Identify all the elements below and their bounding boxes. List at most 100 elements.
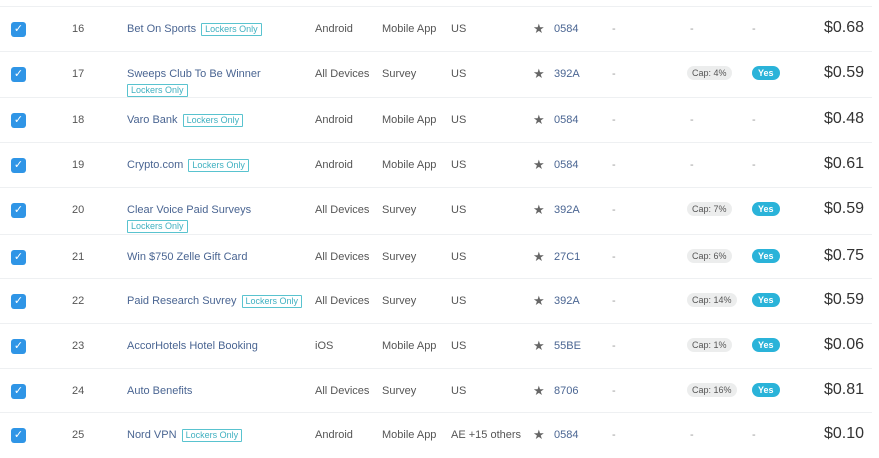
offer-name-link[interactable]: Nord VPN <box>127 429 177 441</box>
row-checkbox[interactable]: ✓ <box>11 339 26 354</box>
empty-cell: - <box>612 385 616 397</box>
lockers-only-badge: Lockers Only <box>182 114 244 127</box>
yes-badge: Yes <box>752 338 780 352</box>
row-checkbox[interactable]: ✓ <box>11 67 26 82</box>
cap-badge: Cap: 1% <box>687 338 732 352</box>
cap-cell: Cap: 6% <box>687 249 732 263</box>
device: Android <box>315 429 353 441</box>
row-checkbox[interactable]: ✓ <box>11 203 26 218</box>
device: All Devices <box>315 68 370 80</box>
price: $0.48 <box>823 110 864 127</box>
cap-badge: Cap: 6% <box>687 249 732 263</box>
table-row: ✓ 16 Bet On Sports Lockers Only Android Mobi… <box>0 6 872 52</box>
empty-cell: - <box>612 251 616 263</box>
cap-badge: Cap: 16% <box>687 383 737 397</box>
offer-type: Survey <box>382 68 417 80</box>
price: $0.75 <box>823 247 864 264</box>
yes-badge: Yes <box>752 66 780 80</box>
price: $0.81 <box>823 381 864 398</box>
device: Android <box>315 23 353 35</box>
row-checkbox[interactable]: ✓ <box>11 250 26 265</box>
empty-cell: - <box>690 159 694 171</box>
lockers-only-badge: Lockers Only <box>127 220 188 233</box>
row-checkbox[interactable]: ✓ <box>11 428 26 443</box>
lockers-only-badge: Lockers Only <box>201 23 262 36</box>
offer-name-link[interactable]: Varo Bank <box>127 114 178 126</box>
offer-name-link[interactable]: Win $750 Zelle Gift Card <box>127 251 248 263</box>
star-icon[interactable]: ★ <box>533 427 545 442</box>
offer-name-link[interactable]: Sweeps Club To Be Winner <box>127 68 261 80</box>
star-icon[interactable]: ★ <box>533 293 545 308</box>
row-checkbox[interactable]: ✓ <box>11 158 26 173</box>
offer-type: Survey <box>382 204 417 216</box>
row-checkbox[interactable]: ✓ <box>11 384 26 399</box>
offer-name-link[interactable]: Crypto.com <box>127 159 184 171</box>
offer-type: Survey <box>382 251 417 263</box>
empty-cell: - <box>752 429 756 441</box>
offer-name-link[interactable]: Auto Benefits <box>127 385 193 397</box>
yes-badge: Yes <box>752 383 780 397</box>
empty-cell: - <box>690 429 694 441</box>
device: iOS <box>315 340 334 352</box>
table-row: ✓ 17 Sweeps Club To Be Winner Lockers Only A… <box>0 51 872 98</box>
empty-cell: - <box>612 295 616 307</box>
empty-cell: - <box>612 429 616 441</box>
offer-type: Mobile App <box>382 114 437 126</box>
row-checkbox[interactable]: ✓ <box>11 294 26 309</box>
offer-id[interactable]: 8706 <box>554 385 579 397</box>
star-icon[interactable]: ★ <box>533 249 545 264</box>
yes-badge: Yes <box>752 249 780 263</box>
price: $0.59 <box>823 291 864 308</box>
table-row: ✓ 23 AccorHotels Hotel Booking iOS Mobile Ap… <box>0 323 872 369</box>
offer-id[interactable]: 392A <box>554 295 580 307</box>
row-checkbox[interactable]: ✓ <box>11 113 26 128</box>
empty-cell: - <box>752 114 756 126</box>
cap-badge: Cap: 4% <box>687 66 732 80</box>
row-checkbox[interactable]: ✓ <box>11 22 26 37</box>
offer-name: Crypto.com Lockers Only <box>127 157 307 173</box>
empty-cell: - <box>752 159 756 171</box>
offer-name: Auto Benefits <box>127 383 307 399</box>
table-row: ✓ 22 Paid Research Suvrey Lockers Only All … <box>0 278 872 324</box>
row-number: 19 <box>72 159 85 171</box>
offer-name-link[interactable]: Clear Voice Paid Surveys <box>127 204 252 216</box>
star-icon[interactable]: ★ <box>533 202 545 217</box>
offer-id[interactable]: 0584 <box>554 114 579 126</box>
star-icon[interactable]: ★ <box>533 157 545 172</box>
empty-cell: - <box>612 159 616 171</box>
row-number: 20 <box>72 204 85 216</box>
offer-id[interactable]: 392A <box>554 68 580 80</box>
offer-id[interactable]: 55BE <box>554 340 581 352</box>
offer-name: Nord VPN Lockers Only <box>127 427 307 443</box>
price: $0.61 <box>823 155 864 172</box>
offer-name-link[interactable]: Bet On Sports <box>127 23 197 35</box>
offer-name-link[interactable]: Paid Research Suvrey <box>127 295 237 307</box>
price: $0.59 <box>823 200 864 217</box>
cap-cell: Cap: 7% <box>687 202 732 216</box>
offer-id[interactable]: 0584 <box>554 159 579 171</box>
empty-cell: - <box>612 114 616 126</box>
offer-id[interactable]: 0584 <box>554 429 579 441</box>
row-number: 16 <box>72 23 85 35</box>
offer-type: Mobile App <box>382 23 437 35</box>
offer-id[interactable]: 392A <box>554 204 580 216</box>
star-icon[interactable]: ★ <box>533 66 545 81</box>
country: US <box>451 23 467 35</box>
device: Android <box>315 159 353 171</box>
offer-name-link[interactable]: AccorHotels Hotel Booking <box>127 340 258 352</box>
offer-type: Mobile App <box>382 429 437 441</box>
star-icon[interactable]: ★ <box>533 338 545 353</box>
country: US <box>451 68 467 80</box>
offer-type: Mobile App <box>382 340 437 352</box>
offer-id[interactable]: 27C1 <box>554 251 581 263</box>
star-icon[interactable]: ★ <box>533 21 545 36</box>
offer-id[interactable]: 0584 <box>554 23 579 35</box>
star-icon[interactable]: ★ <box>533 112 545 127</box>
offer-type: Mobile App <box>382 159 437 171</box>
country: US <box>451 204 467 216</box>
star-icon[interactable]: ★ <box>533 383 545 398</box>
row-number: 18 <box>72 114 85 126</box>
table-row: ✓ 19 Crypto.com Lockers Only Android Mobile … <box>0 142 872 188</box>
lockers-only-badge: Lockers Only <box>241 295 303 308</box>
price: $0.06 <box>823 336 864 353</box>
